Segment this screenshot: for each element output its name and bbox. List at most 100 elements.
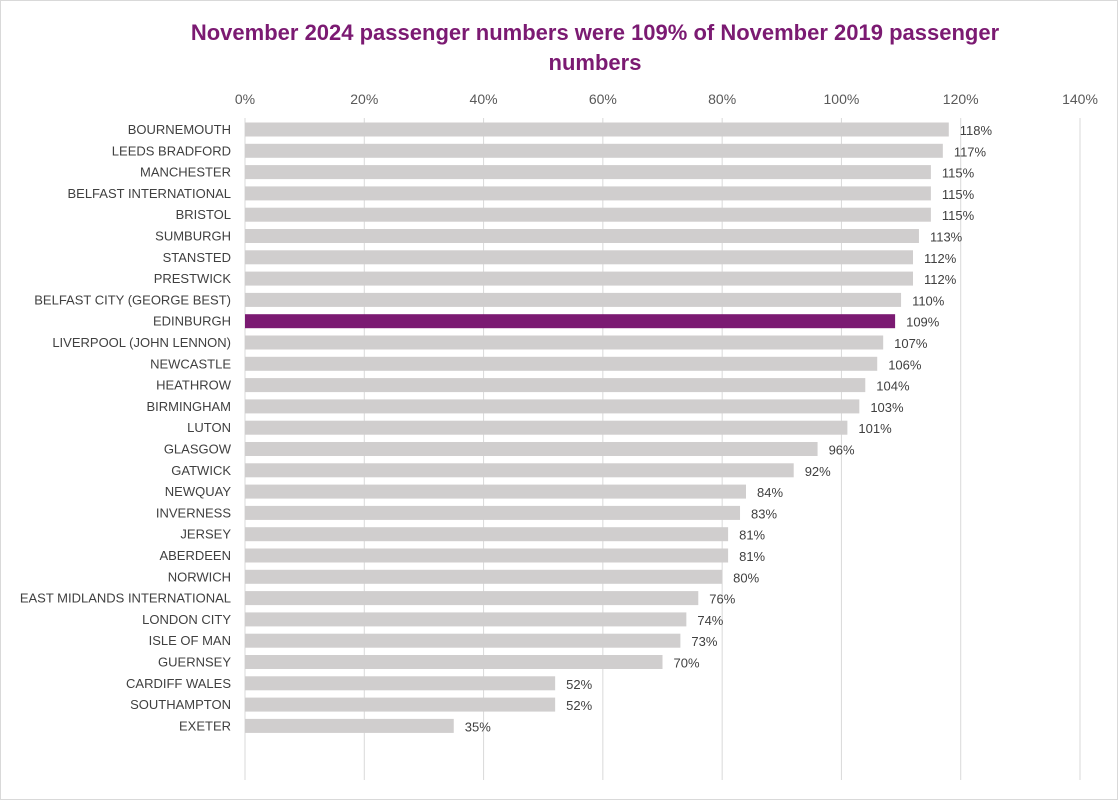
category-label: MANCHESTER bbox=[140, 165, 231, 180]
bar bbox=[245, 697, 556, 712]
category-label: ABERDEEN bbox=[159, 548, 231, 563]
data-label: 81% bbox=[739, 528, 765, 543]
bar bbox=[245, 505, 741, 520]
bar bbox=[245, 314, 896, 329]
bar bbox=[245, 292, 902, 307]
data-label: 113% bbox=[930, 230, 963, 245]
category-label: EDINBURGH bbox=[153, 314, 231, 329]
category-label: LEEDS BRADFORD bbox=[112, 143, 231, 158]
data-label: 112% bbox=[924, 272, 957, 287]
bar bbox=[245, 527, 729, 542]
category-label: CARDIFF WALES bbox=[126, 676, 231, 691]
data-label: 80% bbox=[733, 570, 759, 585]
data-label: 104% bbox=[876, 379, 910, 394]
axis-tick-labels: 0% 20% 40% 60% 80% 100% 120% 140% bbox=[235, 91, 1098, 107]
data-label: 73% bbox=[691, 634, 717, 649]
x-tick-label: 80% bbox=[708, 91, 736, 107]
bar bbox=[245, 655, 663, 669]
bar bbox=[245, 569, 723, 584]
bar bbox=[245, 548, 729, 563]
bar bbox=[245, 442, 818, 456]
category-label: PRESTWICK bbox=[154, 271, 232, 286]
data-label: 52% bbox=[566, 677, 592, 692]
x-tick-label: 100% bbox=[824, 91, 860, 107]
bar bbox=[245, 399, 860, 414]
category-label: BOURNEMOUTH bbox=[128, 122, 231, 137]
data-label: 117% bbox=[954, 144, 987, 159]
category-label: SUMBURGH bbox=[155, 229, 231, 244]
data-label: 115% bbox=[942, 187, 975, 202]
data-label: 106% bbox=[888, 357, 922, 372]
bar bbox=[245, 676, 556, 691]
category-label: GLASGOW bbox=[164, 442, 232, 457]
category-label: NEWCASTLE bbox=[150, 356, 231, 371]
data-label: 107% bbox=[894, 336, 928, 351]
data-label: 92% bbox=[805, 464, 831, 479]
category-label: SOUTHAMPTON bbox=[130, 697, 231, 712]
data-label: 52% bbox=[566, 698, 592, 713]
x-tick-label: 140% bbox=[1062, 91, 1098, 107]
data-label: 35% bbox=[465, 719, 491, 734]
bar bbox=[245, 484, 746, 499]
data-label: 109% bbox=[906, 315, 940, 330]
category-label: LONDON CITY bbox=[142, 612, 231, 627]
bar bbox=[245, 207, 931, 222]
data-label: 76% bbox=[709, 592, 735, 607]
category-label: NORWICH bbox=[168, 569, 231, 584]
category-label: LUTON bbox=[187, 420, 231, 435]
bar bbox=[245, 165, 931, 180]
x-tick-label: 120% bbox=[943, 91, 979, 107]
category-label: ISLE OF MAN bbox=[149, 633, 231, 648]
bar bbox=[245, 612, 687, 627]
data-label: 103% bbox=[870, 400, 904, 415]
category-label: BELFAST INTERNATIONAL bbox=[67, 186, 231, 201]
category-label: HEATHROW bbox=[156, 378, 232, 393]
data-label: 83% bbox=[751, 506, 777, 521]
category-label: GATWICK bbox=[171, 463, 231, 478]
bar bbox=[245, 591, 699, 606]
x-tick-label: 60% bbox=[589, 91, 617, 107]
bar bbox=[245, 420, 848, 435]
bar bbox=[245, 271, 913, 286]
bar bbox=[245, 633, 681, 648]
bar bbox=[245, 250, 913, 265]
x-tick-label: 20% bbox=[350, 91, 378, 107]
data-label: 70% bbox=[674, 656, 700, 671]
category-label: NEWQUAY bbox=[165, 484, 232, 499]
bar bbox=[245, 229, 919, 243]
data-label: 112% bbox=[924, 251, 957, 266]
category-label: BRISTOL bbox=[176, 207, 231, 222]
data-label: 96% bbox=[829, 443, 855, 458]
category-label: INVERNESS bbox=[156, 505, 231, 520]
category-label: BELFAST CITY (GEORGE BEST) bbox=[34, 292, 231, 307]
data-label: 81% bbox=[739, 549, 765, 564]
data-label: 115% bbox=[942, 166, 975, 181]
bar bbox=[245, 378, 866, 393]
category-label: LIVERPOOL (JOHN LENNON) bbox=[52, 335, 231, 350]
category-labels: BOURNEMOUTH LEEDS BRADFORD MANCHESTER BELFA… bbox=[20, 122, 232, 733]
category-label: GUERNSEY bbox=[158, 655, 231, 670]
value-labels: 118% 117% 115% 115% 115% 113% 112% 112% 110% 109%… bbox=[465, 123, 993, 734]
bar bbox=[245, 356, 878, 371]
chart-title: November 2024 passenger numbers were 109… bbox=[190, 20, 1000, 75]
data-label: 101% bbox=[858, 421, 892, 436]
bars bbox=[245, 122, 949, 733]
data-label: 74% bbox=[697, 613, 723, 628]
x-tick-label: 40% bbox=[470, 91, 498, 107]
data-label: 115% bbox=[942, 208, 975, 223]
x-tick-label: 0% bbox=[235, 91, 255, 107]
category-label: EXETER bbox=[179, 718, 231, 733]
bar bbox=[245, 335, 884, 350]
bar bbox=[245, 143, 943, 158]
bar bbox=[245, 122, 949, 137]
bar bbox=[245, 463, 794, 478]
category-label: BIRMINGHAM bbox=[147, 399, 232, 414]
category-label: JERSEY bbox=[180, 527, 231, 542]
data-label: 118% bbox=[960, 123, 993, 138]
bar bbox=[245, 718, 454, 733]
data-label: 84% bbox=[757, 485, 783, 500]
bar bbox=[245, 186, 931, 201]
category-label: EAST MIDLANDS INTERNATIONAL bbox=[20, 591, 231, 606]
category-label: STANSTED bbox=[163, 250, 231, 265]
